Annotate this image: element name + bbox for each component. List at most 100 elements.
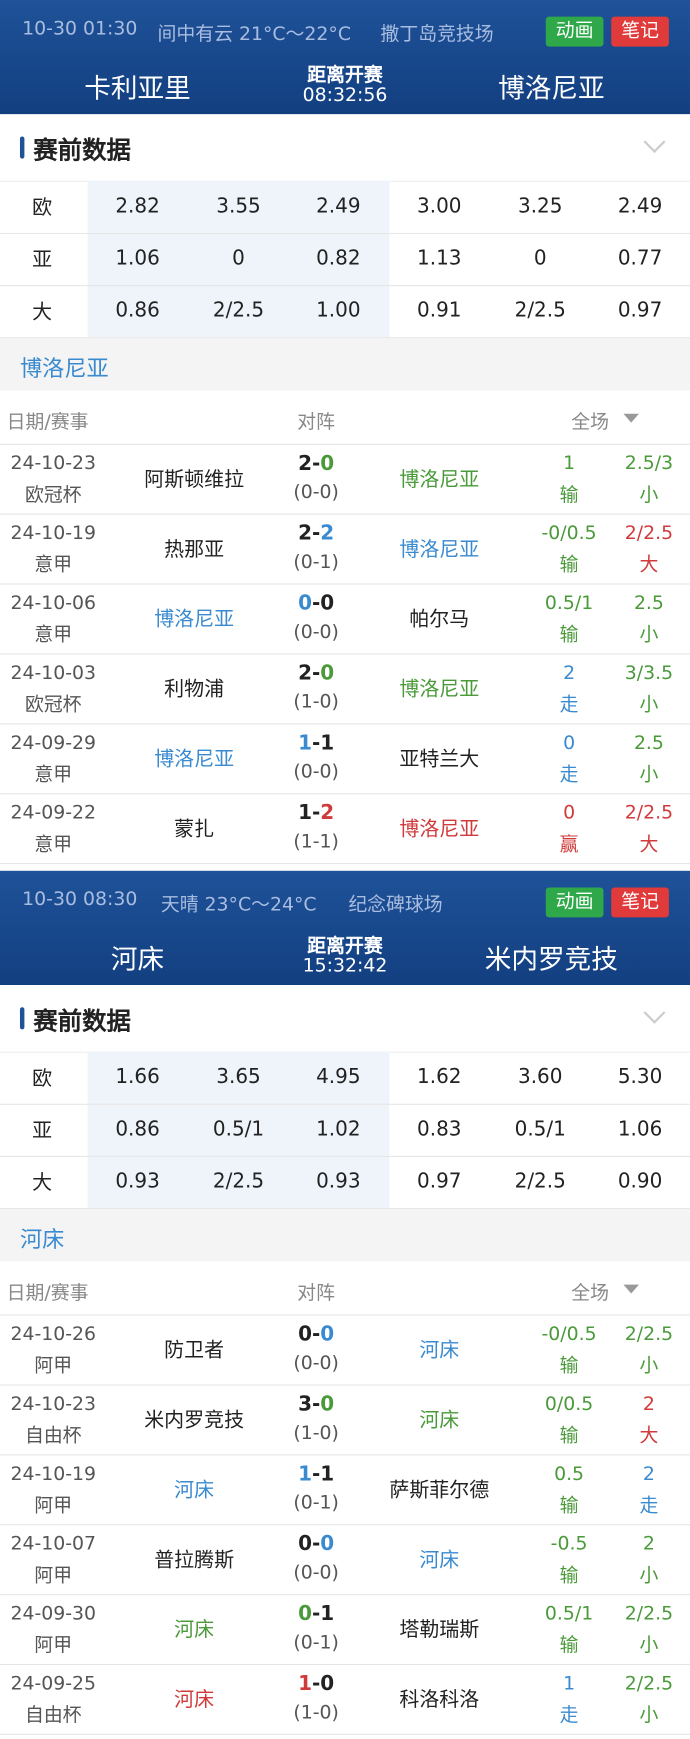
- competition: 自由杯: [24, 1424, 82, 1448]
- score: 1-2: [298, 801, 334, 824]
- home-team: 河床: [174, 1688, 215, 1712]
- score: 0-0: [298, 592, 334, 615]
- total: 3/3.5: [624, 662, 674, 685]
- score: 1-0: [298, 1672, 334, 1695]
- half-time-score: (1-0): [293, 1701, 339, 1724]
- competition: 阿甲: [34, 1355, 73, 1378]
- note-button[interactable]: 笔记: [611, 887, 669, 918]
- match-section: 10-30 08:30 天晴 23°C～24°C 纪念碑球场 动画 笔记 河床 米内罗竞技距…: [0, 870, 690, 1736]
- half-time-score: (0-0): [293, 1352, 339, 1375]
- handicap-result: 走: [559, 693, 579, 717]
- competition: 自由杯: [24, 1704, 82, 1727]
- odds-value: 4.95: [316, 1065, 361, 1089]
- odds-value: 0.91: [417, 298, 462, 323]
- row-divider: [0, 653, 690, 655]
- odds-value: 0: [533, 246, 547, 271]
- note-button[interactable]: 笔记: [611, 16, 669, 47]
- title-marker: [19, 1007, 25, 1030]
- total: 2/2.5: [624, 1602, 674, 1626]
- score-part: -: [311, 1462, 321, 1486]
- anim-button[interactable]: 动画: [545, 16, 604, 47]
- list-header-bar: [0, 1261, 690, 1316]
- competition: 阿甲: [34, 1634, 73, 1657]
- odds-type: 大: [32, 1171, 53, 1195]
- handicap-result: 输: [559, 1424, 579, 1448]
- score: 0-1: [298, 1602, 334, 1625]
- score: 2-0: [298, 662, 334, 685]
- section-title: 赛前数据: [33, 1008, 131, 1037]
- home-team: 蒙扎: [174, 817, 215, 841]
- odds-value: 2/2.5: [514, 1169, 566, 1194]
- match-date: 24-09-25: [10, 1672, 97, 1696]
- match-date: 24-09-22: [10, 802, 97, 825]
- home-team: 博洛尼亚: [154, 607, 235, 632]
- score-part: 2: [298, 521, 312, 546]
- handicap-result: 走: [559, 1704, 579, 1727]
- score-part: -: [311, 591, 321, 616]
- score-part: 0: [320, 591, 335, 616]
- score-part: 0: [320, 661, 335, 685]
- total-result: 小: [639, 763, 659, 786]
- handicap-result: 输: [559, 1564, 579, 1587]
- score-part: 0: [320, 1672, 335, 1696]
- half-time-score: (0-0): [293, 481, 339, 504]
- score-part: 2: [298, 452, 312, 476]
- odds-divider: [0, 1208, 690, 1210]
- score-part: -: [311, 731, 321, 755]
- handicap-result: 赢: [559, 833, 579, 856]
- half-time-score: (1-1): [293, 830, 339, 854]
- handicap-result: 输: [559, 1634, 579, 1657]
- total: 2/2.5: [624, 1323, 674, 1346]
- row-divider: [0, 1663, 690, 1666]
- collapse-chevron[interactable]: [643, 131, 666, 153]
- half-time-score: (1-0): [293, 1422, 339, 1445]
- competition: 欧冠杯: [24, 693, 82, 717]
- list-header-full[interactable]: 全场: [571, 1282, 610, 1305]
- odds-type: 亚: [32, 1119, 53, 1143]
- odds-value: 1.06: [115, 246, 160, 271]
- handicap: 1: [563, 452, 576, 475]
- home-team: 普拉腾斯: [154, 1548, 235, 1572]
- handicap: -0/0.5: [541, 522, 597, 545]
- countdown: 15:32:42: [302, 955, 388, 978]
- odds-value: 3.25: [517, 194, 563, 218]
- odds-value: 0.5/1: [212, 1117, 265, 1141]
- handicap-result: 输: [559, 1355, 579, 1378]
- home-team: 河床: [110, 944, 165, 976]
- handicap: 2: [563, 662, 576, 685]
- total-result: 大: [639, 554, 659, 577]
- odds-value: 3.65: [216, 1065, 261, 1089]
- competition: 阿甲: [34, 1564, 73, 1587]
- match-date: 24-10-19: [10, 522, 97, 545]
- match-date: 24-10-06: [10, 592, 97, 615]
- odds-value: 5.30: [617, 1065, 663, 1089]
- countdown-label: 距离开赛: [307, 64, 383, 87]
- row-divider: [0, 1733, 690, 1735]
- match-date: 24-10-07: [10, 1533, 97, 1556]
- list-header-full[interactable]: 全场: [571, 411, 610, 434]
- odds-value: 0.83: [417, 1117, 462, 1141]
- away-team: 博洛尼亚: [399, 677, 480, 702]
- anim-button[interactable]: 动画: [545, 887, 604, 918]
- odds-type: 大: [32, 300, 53, 324]
- home-team: 利物浦: [164, 677, 225, 702]
- total-result: 小: [639, 1634, 659, 1657]
- odds-value: 1.66: [115, 1065, 160, 1089]
- handicap: 0: [563, 732, 576, 755]
- title-marker: [19, 136, 25, 159]
- odds-value: 0.82: [316, 246, 361, 271]
- handicap-result: 输: [559, 554, 579, 577]
- odds-divider: [0, 337, 690, 339]
- odds-type: 欧: [32, 1067, 53, 1091]
- home-team: 博洛尼亚: [154, 747, 235, 771]
- match-date: 24-10-19: [10, 1463, 97, 1486]
- countdown: 08:32:56: [302, 84, 388, 107]
- total-result: 走: [639, 1494, 659, 1517]
- score-part: 0: [298, 591, 312, 616]
- venue: 纪念碑球场: [348, 894, 443, 917]
- odds-value: 3.00: [417, 194, 462, 218]
- total: 2/2.5: [624, 522, 674, 545]
- collapse-chevron[interactable]: [643, 1001, 666, 1024]
- match-info: 10-30 08:30: [22, 888, 138, 911]
- odds-value: 0.93: [316, 1169, 361, 1194]
